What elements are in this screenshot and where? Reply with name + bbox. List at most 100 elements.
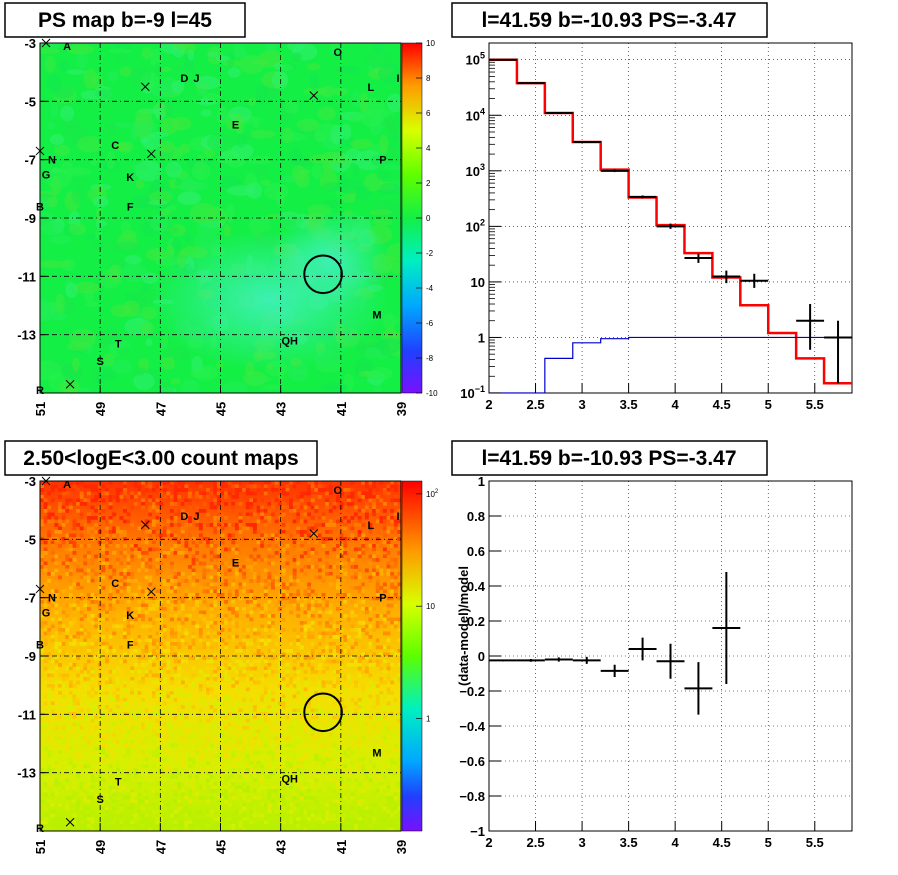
source-cross-marker	[65, 817, 75, 827]
x-tick-label: 3	[578, 835, 585, 850]
source-cross-marker	[309, 91, 319, 100]
x-tick-label: 2	[485, 835, 492, 850]
y-tick-label: 102	[466, 217, 485, 234]
x-tick-label: 4	[672, 835, 680, 850]
x-tick-label: 41	[334, 402, 349, 416]
y-tick-label: -7	[24, 153, 36, 168]
source-label: T	[115, 776, 122, 788]
source-label: M	[372, 309, 381, 321]
source-label: I	[396, 511, 399, 523]
y-tick-label: −1	[470, 824, 485, 839]
x-tick-label: 45	[214, 402, 229, 416]
x-tick-label: 49	[93, 402, 108, 416]
palette-tick-label: 6	[426, 109, 431, 118]
palette-tick-label: 1	[426, 715, 431, 724]
x-tick-label: 2	[485, 397, 492, 412]
source-label: S	[96, 794, 103, 806]
ps-map-cyan-region	[270, 210, 390, 310]
source-label: C	[111, 140, 119, 152]
x-tick-label: 41	[334, 840, 349, 854]
y-tick-label: 10−1	[460, 384, 485, 401]
palette-tick-label: 10	[426, 39, 435, 48]
x-tick-label: 3	[578, 397, 585, 412]
source-label: T	[115, 338, 122, 350]
palette-tick-label: -8	[426, 354, 434, 363]
y-tick-label: -7	[24, 591, 36, 606]
source-label: E	[232, 120, 239, 132]
y-tick-label: -11	[18, 269, 36, 284]
source-label: N	[48, 155, 56, 167]
x-tick-label: 39	[394, 840, 409, 854]
x-tick-label: 39	[394, 402, 409, 416]
x-tick-label: 43	[274, 840, 289, 854]
source-label: I	[396, 73, 399, 85]
source-label: F	[127, 639, 134, 651]
spectrum-title: l=41.59 b=-10.93 PS=-3.47	[481, 9, 736, 32]
count-map-title-box	[4, 440, 318, 476]
source-label: N	[48, 593, 56, 605]
source-label: QH	[281, 336, 298, 348]
ps-map-panel: PS map b=-9 l=45 AODJLIECNPGKFBMQHTSR 10…	[4, 2, 438, 416]
palette-tick-label: 8	[426, 74, 431, 83]
palette-tick-label: -4	[426, 284, 434, 293]
y-tick-label: 105	[466, 51, 485, 68]
y-tick-label: 0.2	[467, 614, 485, 629]
ps-map-title: PS map b=-9 l=45	[38, 9, 212, 32]
palette-tick-label: 10	[426, 602, 435, 611]
x-tick-label: 4	[672, 397, 680, 412]
source-label: D	[180, 73, 188, 85]
x-tick-label: 5.5	[806, 835, 824, 850]
source-cross-marker	[140, 82, 150, 92]
y-tick-label: 0	[478, 649, 485, 664]
y-tick-label: 104	[466, 106, 485, 123]
y-tick-label: 1	[478, 474, 485, 489]
x-tick-label: 2.5	[526, 835, 544, 850]
residual-title-box	[451, 440, 768, 476]
residual-y-axis-label: (data-model)/model	[456, 566, 471, 686]
ps-map-title-box	[4, 2, 246, 38]
background-step-line	[489, 336, 852, 393]
x-tick-label: 51	[33, 840, 48, 854]
source-label: QH	[281, 774, 298, 786]
x-tick-label: 51	[33, 402, 48, 416]
y-tick-label: 10	[471, 275, 485, 290]
x-tick-label: 47	[153, 402, 168, 416]
source-label: L	[368, 82, 375, 94]
palette-tick-label: -10	[426, 389, 438, 398]
source-label: P	[379, 593, 386, 605]
y-tick-label: -11	[18, 707, 36, 722]
source-label: M	[372, 747, 381, 759]
source-label: E	[232, 558, 239, 570]
target-circle	[303, 254, 343, 295]
y-tick-label: -9	[24, 211, 36, 226]
y-tick-label: -3	[24, 36, 36, 51]
source-label: A	[63, 479, 71, 491]
source-label: L	[368, 520, 375, 532]
residual-title: l=41.59 b=-10.93 PS=-3.47	[481, 447, 736, 470]
y-tick-label: −0.8	[459, 789, 485, 804]
source-label: J	[193, 73, 199, 85]
y-tick-label: -13	[17, 766, 36, 781]
source-label: G	[42, 607, 51, 619]
count-map-texture	[40, 481, 401, 831]
spectrum-title-box	[451, 2, 768, 38]
palette-tick-label: 4	[426, 144, 431, 153]
x-tick-label: 3.5	[620, 835, 638, 850]
source-cross-marker	[309, 529, 319, 538]
target-circle	[303, 692, 343, 733]
source-cross-marker	[146, 149, 156, 159]
x-tick-label: 4.5	[713, 835, 731, 850]
x-tick-label: 3.5	[620, 397, 638, 412]
y-tick-label: −0.2	[459, 684, 485, 699]
x-tick-label: 5.5	[806, 397, 824, 412]
source-cross-marker	[146, 587, 156, 597]
residual-panel: l=41.59 b=-10.93 PS=-3.47 2 2.5 3 3.5 4 4.5 5 5…	[451, 440, 853, 850]
y-tick-label: -13	[17, 328, 36, 343]
x-tick-label: 43	[274, 402, 289, 416]
palette-tick-label: 102	[426, 489, 439, 499]
source-label: S	[96, 356, 103, 368]
y-tick-label: 0.6	[467, 544, 485, 559]
y-tick-label: −0.6	[459, 754, 485, 769]
